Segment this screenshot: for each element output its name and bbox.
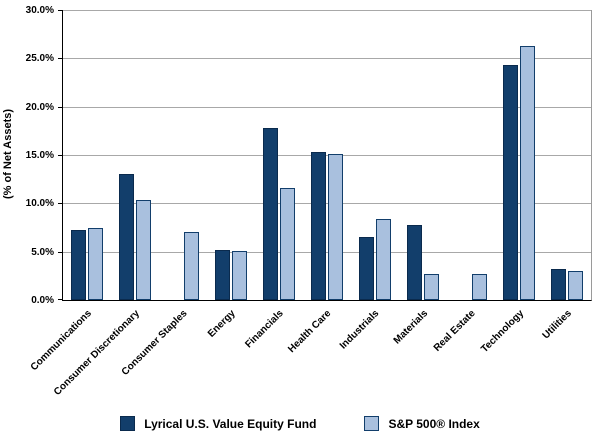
gridline: [63, 106, 591, 108]
y-tickmark: [58, 10, 62, 11]
fund-bar-1: [119, 174, 134, 300]
legend-swatch-1: [364, 416, 380, 431]
y-tick-label: 30.0%: [25, 5, 54, 16]
bar-group-financials: [263, 10, 295, 300]
fund-bar-9: [503, 65, 518, 300]
fund-bar-4: [263, 127, 278, 300]
plot-area: [58, 10, 592, 301]
legend-item-1: S&P 500® Index: [364, 416, 480, 431]
x-tick-label: Industrials: [338, 308, 382, 352]
bar-group-real-estate: [455, 10, 487, 300]
index-bar-9: [520, 45, 535, 300]
fund-bar-3: [215, 249, 230, 300]
bar-group-utilities: [551, 10, 583, 300]
index-bar-10: [568, 271, 583, 300]
y-tick-label: 5.0%: [31, 246, 54, 258]
x-tick-label: Utilities: [540, 308, 574, 342]
x-tick-label: Technology: [478, 308, 526, 355]
index-bar-2: [184, 232, 199, 300]
bar-group-energy: [215, 10, 247, 300]
gridline: [63, 155, 591, 156]
gridline: [63, 58, 591, 60]
bar-group-communications: [71, 10, 103, 300]
index-bar-5: [328, 154, 343, 300]
y-axis: 0.0% 5.0% 10.0% 15.0% 20.0% 25.0% 30.0%: [0, 5, 60, 306]
index-bar-6: [376, 218, 391, 300]
legend-label-0: Lyrical U.S. Value Equity Fund: [144, 416, 317, 431]
gridline: [63, 203, 591, 205]
y-tick-label: 15.0%: [25, 150, 54, 161]
y-tick-label: 25.0%: [25, 53, 54, 65]
x-tick-label: Financials: [243, 308, 286, 351]
y-tick-label: 0.0%: [31, 295, 54, 306]
bar-group-consumer-discretionary: [119, 10, 151, 300]
x-tick-label: Health Care: [286, 308, 334, 356]
x-tick-label: Materials: [391, 308, 430, 347]
bar-group-consumer-staples: [167, 10, 199, 300]
y-tickmark: [58, 299, 62, 300]
x-tick-label: Consumer Discretionary: [51, 308, 142, 398]
index-bar-8: [472, 273, 487, 300]
index-bar-0: [88, 227, 103, 300]
fund-bar-5: [311, 152, 326, 300]
index-bar-4: [280, 187, 295, 300]
legend-label-1: S&P 500® Index: [388, 416, 480, 431]
gridline: [63, 251, 591, 253]
x-axis: Communications Consumer Discretionary Cons…: [29, 302, 590, 398]
y-tickmark: [58, 251, 62, 253]
y-tickmark: [58, 106, 62, 108]
legend-swatch-0: [120, 416, 136, 431]
legend: Lyrical U.S. Value Equity Fund S&P 500® I…: [0, 416, 600, 431]
bars-layer: [63, 10, 591, 300]
fund-bar-10: [551, 269, 566, 300]
bar-group-materials: [407, 10, 439, 300]
bar-group-industrials: [359, 10, 391, 300]
fund-bar-0: [71, 230, 86, 300]
bar-group-health-care: [311, 10, 343, 300]
bar-group-technology: [503, 10, 535, 300]
index-bar-3: [232, 250, 247, 300]
fund-bar-7: [407, 224, 422, 300]
index-bar-1: [136, 200, 151, 300]
y-tick-label: 10.0%: [25, 198, 54, 210]
x-tick-label: Energy: [206, 308, 238, 340]
y-tickmark: [58, 155, 62, 156]
legend-item-0: Lyrical U.S. Value Equity Fund: [120, 416, 316, 431]
y-tick-label: 20.0%: [25, 101, 54, 113]
index-bar-7: [424, 273, 439, 300]
gridline: [63, 10, 591, 11]
y-tickmark: [58, 203, 62, 205]
fund-bar-6: [359, 237, 374, 300]
y-tickmark: [58, 58, 62, 60]
x-tick-label: Real Estate: [431, 308, 478, 354]
